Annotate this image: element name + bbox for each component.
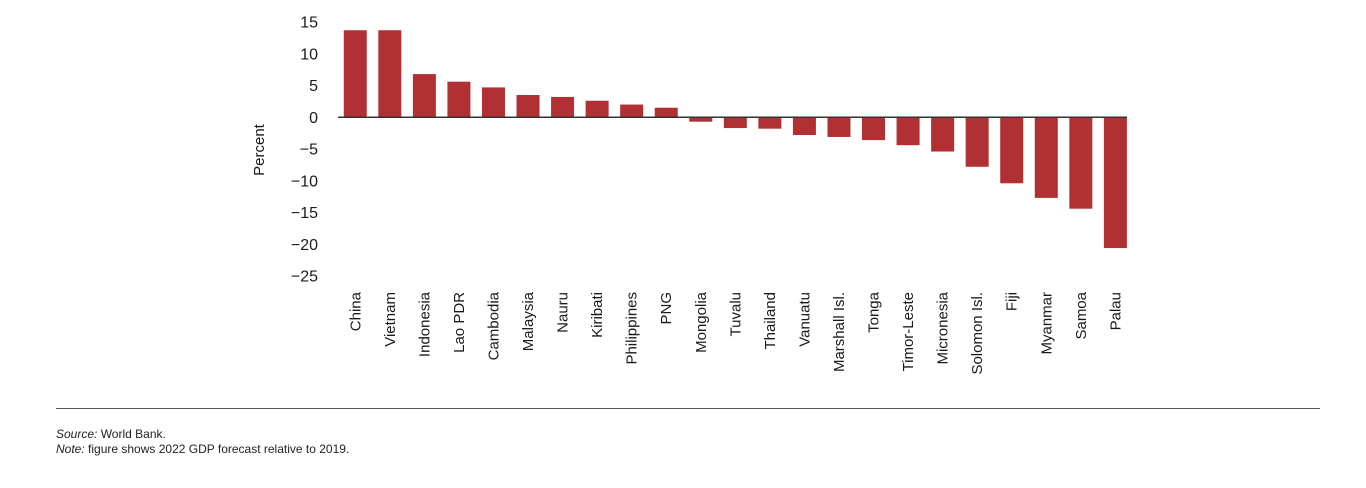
bar-myanmar	[1034, 117, 1058, 198]
x-tick-label: Palau	[1107, 292, 1124, 330]
y-tick-label: −10	[291, 173, 318, 190]
x-tick-label: Nauru	[555, 292, 572, 333]
bar-palau	[1103, 117, 1127, 249]
bar-malaysia	[516, 95, 540, 118]
bar-kiribati	[585, 100, 609, 118]
x-tick-label: Samoa	[1073, 291, 1090, 339]
x-tick-label: PNG	[658, 292, 675, 325]
x-tick-label: Solomon Isl.	[969, 292, 986, 375]
bar-timor-leste	[896, 117, 920, 146]
x-tick-label: Vietnam	[382, 292, 399, 347]
bar-vanuatu	[792, 117, 816, 136]
bar-samoa	[1069, 117, 1093, 209]
y-tick-label: −5	[300, 142, 318, 159]
source-text: World Bank.	[97, 427, 166, 441]
chart-svg: Percent 15 10 5 0 −5 −10 −15 −20 −25 China Vietnam I…	[251, 15, 1127, 375]
note-text: figure shows 2022 GDP forecast relative …	[84, 442, 350, 456]
x-tick-label: Myanmar	[1038, 292, 1055, 355]
bar-png	[654, 107, 678, 118]
bar-tonga	[862, 117, 886, 141]
x-tick-label: Kiribati	[589, 292, 606, 338]
bar-cambodia	[481, 87, 505, 118]
bar-indonesia	[412, 74, 436, 118]
x-tick-label: Indonesia	[416, 291, 433, 357]
x-tick-label: Micronesia	[935, 291, 952, 364]
note-label: Note:	[56, 442, 85, 456]
x-tick-label: Marshall Isl.	[831, 292, 848, 372]
bar-tuvalu	[723, 117, 747, 129]
bar-nauru	[551, 96, 575, 118]
bar-fiji	[1000, 117, 1024, 184]
bar-marshall-isl	[827, 117, 851, 137]
x-tick-label: Vanuatu	[796, 292, 813, 347]
y-tick-label: 10	[300, 46, 318, 63]
bar-micronesia	[931, 117, 955, 152]
divider-line	[56, 408, 1320, 409]
y-axis-label: Percent	[251, 123, 268, 176]
chart-notes: Source: World Bank. Note: figure shows 2…	[56, 427, 349, 457]
x-tick-label: Tuvalu	[727, 292, 744, 336]
note-line: Note: figure shows 2022 GDP forecast rel…	[56, 442, 349, 457]
bar-solomon-isl	[965, 117, 989, 167]
y-tick-label: 5	[309, 78, 318, 95]
x-tick-label: Tonga	[866, 291, 883, 333]
x-tick-label: Lao PDR	[451, 292, 468, 353]
bar-mongolia	[689, 117, 713, 122]
x-tick-label: Fiji	[1004, 292, 1021, 311]
x-tick-label: Philippines	[624, 292, 641, 365]
source-label: Source:	[56, 427, 98, 441]
x-tick-label: Malaysia	[520, 291, 537, 351]
x-tick-label: Thailand	[762, 292, 779, 350]
x-tick-label: Timor-Leste	[900, 292, 917, 371]
x-tick-label: Cambodia	[485, 291, 502, 360]
bar-philippines	[620, 104, 644, 118]
bar-thailand	[758, 117, 782, 129]
source-line: Source: World Bank.	[56, 427, 349, 442]
bar-lao-pdr	[447, 81, 471, 118]
y-tick-label: −20	[291, 237, 318, 254]
x-tick-label: Mongolia	[693, 291, 710, 353]
y-tick-label: 0	[309, 110, 318, 127]
bar-china	[343, 30, 367, 118]
y-tick-label: 15	[300, 15, 318, 32]
y-tick-label: −25	[291, 269, 318, 286]
y-tick-label: −15	[291, 205, 318, 222]
x-tick-label: China	[347, 291, 364, 331]
bar-vietnam	[378, 30, 402, 118]
